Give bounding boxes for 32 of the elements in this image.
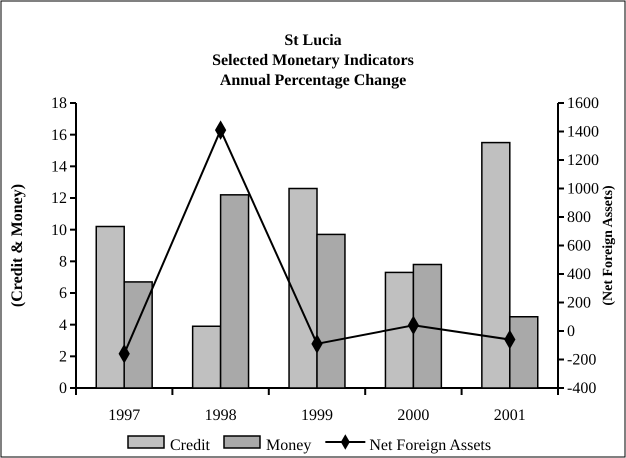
y-tick-label: 8 bbox=[59, 253, 67, 270]
x-tick-label: 2001 bbox=[494, 406, 526, 424]
y2-tick-label: 600 bbox=[567, 238, 591, 255]
y-tick-label: 18 bbox=[51, 95, 67, 112]
legend-label: Credit bbox=[170, 437, 211, 454]
chart-title: St Lucia Selected Monetary Indicators Annual Percentage Change bbox=[212, 32, 414, 89]
y-tick-label: 16 bbox=[51, 126, 67, 144]
x-tick-label: 1997 bbox=[108, 406, 140, 424]
x-tick-label: 1998 bbox=[204, 406, 237, 424]
y-tick-label: 10 bbox=[51, 222, 67, 239]
y2-axis-title: (Net Foreign Assets) bbox=[601, 185, 616, 306]
y2-tick-label: 1400 bbox=[567, 124, 599, 141]
y-tick-label: 12 bbox=[51, 190, 67, 208]
y2-tick-label: 200 bbox=[567, 294, 591, 312]
y2-tick-label: 0 bbox=[567, 323, 575, 340]
y2-tick-label: 400 bbox=[567, 266, 591, 284]
y-axis-title: (Credit & Money) bbox=[9, 184, 26, 308]
legend-label: Money bbox=[266, 437, 312, 454]
x-tick-label: 1999 bbox=[301, 406, 333, 424]
y2-tick-label: 1000 bbox=[567, 180, 599, 198]
y2-tick-label: -200 bbox=[567, 352, 596, 369]
y-tick-label: 14 bbox=[51, 158, 67, 176]
y2-tick-label: 1200 bbox=[567, 152, 599, 170]
y2-tick-label: 1600 bbox=[567, 95, 599, 112]
y-tick-label: 4 bbox=[59, 316, 67, 334]
y-tick-label: 6 bbox=[59, 285, 67, 302]
y2-tick-label: -400 bbox=[567, 380, 596, 398]
y-tick-label: 0 bbox=[59, 380, 67, 398]
legend-label: Net Foreign Assets bbox=[369, 437, 492, 454]
y2-tick-label: 800 bbox=[567, 209, 591, 226]
x-tick-label: 2000 bbox=[397, 406, 430, 424]
y-tick-label: 2 bbox=[59, 348, 67, 366]
